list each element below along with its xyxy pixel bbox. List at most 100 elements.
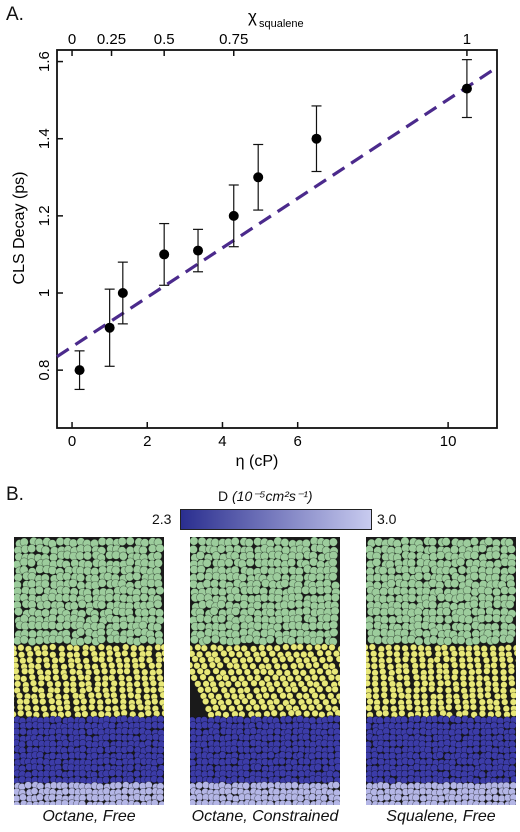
ligand-bead — [116, 667, 124, 675]
ligand-bead — [62, 686, 71, 694]
surface-atom — [442, 770, 450, 779]
simulation-box-octane-free — [14, 537, 164, 805]
ligand-bead — [507, 667, 516, 675]
ligand-bead — [450, 650, 458, 658]
solvent-molecule — [132, 571, 142, 581]
ligand-bead — [425, 649, 433, 657]
ligand-bead — [144, 709, 152, 717]
solvent-molecule — [119, 620, 129, 630]
surface-atom — [366, 751, 372, 760]
ligand-bead — [305, 662, 313, 670]
surface-atom — [266, 733, 275, 742]
ligand-bead — [249, 662, 257, 670]
data-point — [228, 210, 239, 221]
solvent-molecule — [380, 615, 390, 625]
solvent-molecule — [428, 537, 438, 547]
surface-atom — [126, 745, 135, 753]
ligand-bead — [276, 703, 285, 712]
solvent-molecule — [211, 551, 221, 561]
ligand-bead — [25, 710, 33, 718]
surface-atom — [48, 752, 57, 760]
surface-atom — [96, 801, 105, 805]
ligand-bead — [56, 704, 64, 713]
surface-atom — [61, 799, 69, 805]
solvent-molecule — [27, 544, 37, 554]
ligand-bead — [222, 656, 231, 664]
solvent-molecule — [507, 586, 516, 596]
solvent-molecule — [216, 599, 226, 609]
y-tick-label: 1 — [36, 289, 53, 297]
ligand-bead — [22, 685, 30, 694]
ligand-bead — [483, 667, 491, 675]
ligand-bead — [302, 692, 310, 700]
ligand-bead — [265, 644, 274, 652]
solvent-molecule — [76, 573, 86, 583]
solvent-molecule — [28, 629, 38, 639]
ligand-bead — [49, 643, 57, 651]
ligand-bead — [303, 710, 311, 718]
solvent-molecule — [195, 613, 205, 623]
surface-atom — [19, 793, 27, 802]
top-axis-label-main: χ — [248, 7, 257, 26]
ligand-bead — [78, 680, 86, 688]
ligand-bead — [26, 656, 34, 664]
ligand-bead — [372, 692, 380, 700]
ligand-bead — [401, 655, 410, 663]
ligand-bead — [39, 697, 47, 706]
x-tick-label: 2 — [143, 433, 151, 450]
surface-atom — [377, 757, 386, 766]
ligand-bead — [141, 680, 150, 688]
ligand-bead — [324, 704, 333, 712]
solvent-molecule — [140, 538, 150, 548]
ligand-bead — [138, 661, 146, 670]
ligand-bead — [43, 661, 51, 669]
ligand-bead — [87, 691, 95, 699]
surface-atom — [308, 793, 317, 801]
solvent-molecule — [209, 606, 219, 616]
solvent-molecule — [386, 579, 396, 589]
ligand-bead — [14, 649, 18, 657]
solvent-molecule — [76, 627, 86, 637]
ligand-bead — [253, 687, 261, 695]
ligand-bead — [234, 680, 242, 688]
ligand-bead — [499, 668, 508, 676]
ligand-bead — [235, 668, 243, 676]
ligand-bead — [260, 685, 268, 694]
surface-atom — [248, 799, 257, 805]
surface-atom — [206, 769, 215, 778]
ligand-bead — [246, 674, 254, 682]
ligand-bead — [467, 674, 475, 682]
ligand-bead — [419, 685, 428, 694]
ligand-bead — [312, 661, 320, 669]
ligand-bead — [318, 693, 326, 701]
ligand-bead — [493, 692, 502, 701]
ligand-bead — [14, 680, 22, 688]
ligand-bead — [143, 686, 151, 694]
ligand-bead — [108, 661, 116, 670]
solvent-molecule — [265, 634, 275, 644]
ligand-bead — [155, 661, 163, 669]
solvent-molecule — [490, 635, 500, 645]
surface-atom — [78, 769, 87, 778]
ligand-bead — [508, 679, 516, 687]
ligand-bead — [101, 680, 109, 688]
ligand-bead — [241, 680, 249, 688]
surface-atom — [14, 801, 21, 805]
solvent-molecule — [492, 599, 502, 609]
ligand-bead — [151, 697, 159, 706]
ligand-bead — [155, 668, 163, 676]
ligand-bead — [236, 704, 244, 712]
ligand-bead — [229, 686, 237, 695]
solvent-molecule — [436, 550, 446, 560]
solvent-molecule — [14, 573, 23, 583]
ligand-bead — [412, 673, 420, 681]
ligand-bead — [228, 704, 236, 713]
solvent-molecule — [272, 572, 282, 582]
ligand-bead — [79, 704, 87, 712]
top-tick-label: 0 — [68, 31, 76, 48]
surface-atom — [442, 715, 450, 724]
ligand-bead — [14, 673, 21, 682]
ligand-bead — [490, 661, 498, 670]
ligand-bead — [88, 703, 96, 711]
ligand-bead — [284, 685, 292, 694]
